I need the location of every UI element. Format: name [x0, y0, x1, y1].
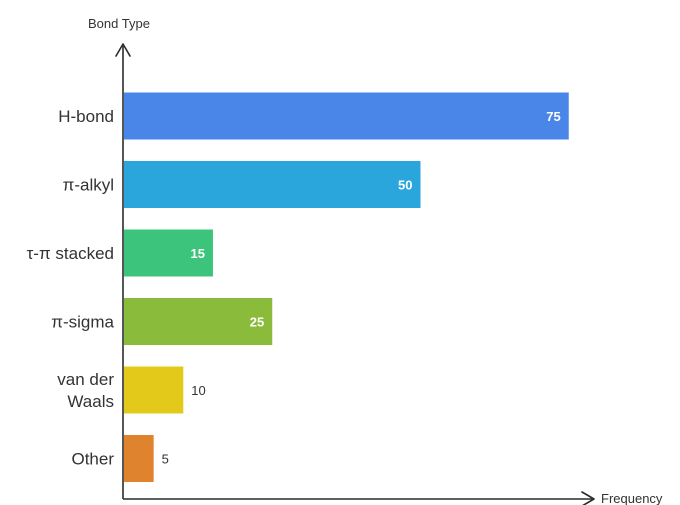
value-label-stacked: 15 [190, 246, 204, 261]
category-label-stacked: τ-π stacked [27, 244, 114, 263]
bar-h-bond [124, 92, 569, 140]
x-axis-title: Frequency [601, 491, 663, 505]
value-labels: 75 50 15 25 10 5 [162, 109, 561, 467]
y-axis-arrow-icon [115, 43, 131, 57]
value-label-sigma: 25 [250, 315, 264, 330]
value-label-other: 5 [162, 452, 169, 467]
category-label-h-bond: H-bond [58, 107, 114, 126]
bar-stacked [124, 229, 213, 277]
axes: Bond Type Frequency [88, 16, 663, 505]
bar-other [124, 435, 154, 482]
bar-sigma [124, 298, 273, 345]
category-label-van-der-waals: van der Waals [57, 370, 114, 411]
y-axis-title: Bond Type [88, 16, 150, 31]
category-labels: H-bond π-alkyl τ-π stacked π-sigma van der Wa… [27, 107, 115, 469]
value-label-alkyl: 50 [398, 178, 412, 193]
value-label-h-bond: 75 [546, 109, 560, 124]
bars [124, 92, 569, 482]
bar-alkyl [124, 161, 421, 208]
category-label-other: Other [71, 450, 114, 469]
category-label-alkyl: π-alkyl [63, 176, 114, 195]
category-label-sigma: π-sigma [51, 313, 114, 332]
bar-van-der-waals [124, 366, 184, 414]
value-label-van-der-waals: 10 [191, 383, 205, 398]
x-axis-arrow-icon [581, 491, 595, 505]
